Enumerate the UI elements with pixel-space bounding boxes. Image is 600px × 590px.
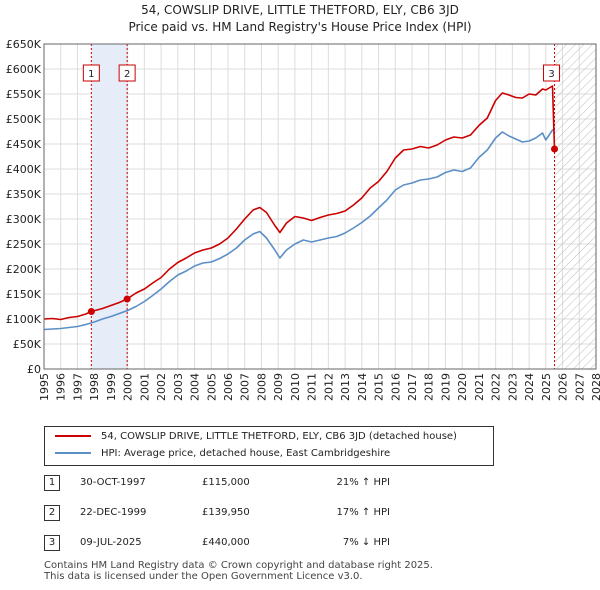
y-tick-label: £500K	[6, 113, 42, 126]
x-tick-label: 2001	[138, 373, 151, 401]
x-tick-label: 2019	[439, 373, 452, 401]
legend-item-property: 54, COWSLIP DRIVE, LITTLE THETFORD, ELY,…	[55, 429, 457, 445]
hpi-series-line	[43, 129, 555, 331]
x-tick-label: 2015	[373, 373, 386, 401]
sale-label-text: 1	[88, 69, 94, 80]
legend-item-hpi: HPI: Average price, detached house, East…	[55, 446, 390, 462]
x-tick-label: 2004	[189, 373, 202, 401]
sale-point	[123, 295, 131, 303]
sale-number-badge: 2	[44, 505, 60, 521]
x-tick-label: 2023	[506, 373, 519, 401]
x-tick-label: 1998	[88, 373, 101, 401]
x-tick-label: 2028	[590, 373, 600, 401]
y-tick-label: £350K	[6, 188, 42, 201]
shaded-period	[91, 44, 128, 369]
chart-subtitle: Price paid vs. HM Land Registry's House …	[128, 20, 472, 34]
sale-price: £440,000	[202, 537, 250, 548]
x-tick-label: 2011	[306, 373, 319, 401]
footer-license: This data is licensed under the Open Gov…	[44, 571, 363, 582]
property-series-line	[43, 85, 556, 321]
y-tick-label: £600K	[6, 63, 42, 76]
y-tick-label: £250K	[6, 238, 42, 251]
legend-swatch-property	[55, 435, 91, 437]
sale-hpi-diff: 17% ↑ HPI	[336, 507, 390, 518]
sale-point	[87, 308, 95, 315]
chart-title: 54, COWSLIP DRIVE, LITTLE THETFORD, ELY,…	[141, 3, 459, 17]
x-tick-label: 2021	[473, 373, 486, 401]
legend-label-hpi: HPI: Average price, detached house, East…	[101, 448, 391, 459]
plot-area	[44, 44, 596, 369]
y-tick-label: £100K	[6, 313, 42, 326]
y-tick-label: £450K	[6, 138, 42, 151]
x-tick-label: 2003	[172, 373, 185, 401]
x-tick-label: 1999	[105, 373, 118, 401]
sale-point	[551, 145, 559, 153]
y-tick-label: £650K	[6, 38, 42, 51]
x-tick-label: 1996	[55, 373, 68, 401]
sale-price: £139,950	[202, 507, 250, 518]
y-tick-label: £0	[27, 363, 41, 376]
x-tick-label: 2018	[423, 373, 436, 401]
sale-number-badge: 1	[44, 475, 60, 491]
sale-label-box	[118, 64, 136, 82]
x-tick-label: 2008	[255, 373, 268, 401]
y-tick-label: £200K	[6, 263, 42, 276]
x-tick-label: 2000	[122, 373, 135, 401]
y-tick-label: £150K	[6, 288, 42, 301]
x-tick-label: 1995	[38, 373, 51, 401]
x-tick-label: 2012	[322, 373, 335, 401]
x-tick-label: 2027	[573, 373, 586, 401]
sale-label-text: 3	[548, 69, 554, 80]
x-tick-label: 2009	[272, 373, 285, 401]
x-tick-label: 2006	[222, 373, 235, 401]
sale-date: 30-OCT-1997	[80, 477, 146, 488]
sale-date: 09-JUL-2025	[80, 537, 142, 548]
sale-date: 22-DEC-1999	[80, 507, 147, 518]
x-tick-label: 2005	[205, 373, 218, 401]
sale-hpi-diff: 21% ↑ HPI	[336, 477, 390, 488]
y-tick-label: £50K	[13, 338, 42, 351]
x-tick-label: 2014	[356, 373, 369, 401]
x-tick-label: 2007	[239, 373, 252, 401]
x-tick-label: 1997	[71, 373, 84, 401]
future-hatch	[554, 44, 596, 369]
y-tick-label: £550K	[6, 88, 42, 101]
x-tick-label: 2010	[289, 373, 302, 401]
x-tick-label: 2025	[540, 373, 553, 401]
x-tick-label: 2020	[456, 373, 469, 401]
sale-label-box	[82, 64, 100, 82]
x-tick-label: 2017	[406, 373, 419, 401]
sale-number-badge: 3	[44, 535, 60, 551]
x-tick-label: 2024	[523, 373, 536, 401]
x-tick-label: 2002	[155, 373, 168, 401]
x-tick-label: 2016	[389, 373, 402, 401]
footer: Contains HM Land Registry data © Crown c…	[44, 560, 433, 582]
legend: 54, COWSLIP DRIVE, LITTLE THETFORD, ELY,…	[44, 426, 494, 466]
plot-frame	[43, 43, 597, 370]
x-tick-label: 2013	[339, 373, 352, 401]
x-tick-label: 2022	[490, 373, 503, 401]
footer-copyright: Contains HM Land Registry data © Crown c…	[44, 560, 433, 571]
x-tick-label: 2026	[557, 373, 570, 401]
sale-label-box	[543, 64, 561, 82]
sale-label-text: 2	[124, 69, 130, 80]
legend-swatch-hpi	[55, 452, 91, 454]
y-tick-label: £300K	[6, 213, 42, 226]
legend-label-property: 54, COWSLIP DRIVE, LITTLE THETFORD, ELY,…	[101, 431, 457, 442]
sale-hpi-diff: 7% ↓ HPI	[342, 537, 390, 548]
sale-price: £115,000	[202, 477, 250, 488]
price-chart: 1 2 3 £0 £50K £100K £150K £200K £250K £300K £350K…	[6, 38, 600, 401]
y-tick-label: £400K	[6, 163, 42, 176]
